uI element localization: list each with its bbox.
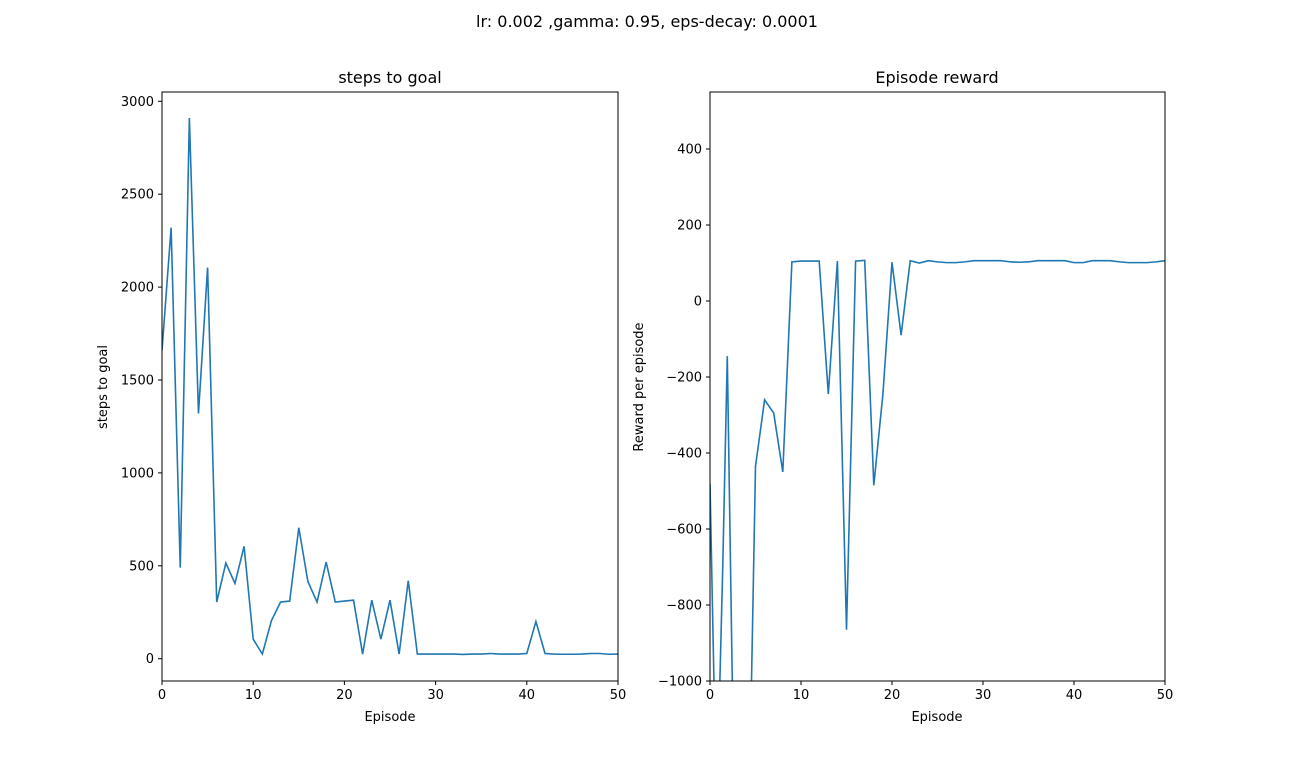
series-line-steps bbox=[162, 117, 618, 657]
x-tick-label: 50 bbox=[1157, 688, 1174, 703]
y-tick-label: −1000 bbox=[658, 675, 702, 690]
x-tick-label: 20 bbox=[884, 688, 901, 703]
y-tick-label: −600 bbox=[666, 523, 702, 538]
x-tick-label: 10 bbox=[793, 688, 810, 703]
plot-frame-reward bbox=[709, 91, 1166, 682]
y-tick-label: −200 bbox=[666, 371, 702, 386]
x-tick-label: 30 bbox=[975, 688, 992, 703]
episode-reward-panel: Episode reward 0 10 20 30 40 50 −1000 −800 −600 −… bbox=[632, 68, 1173, 725]
y-tick-label: 500 bbox=[129, 559, 154, 574]
series-line-reward bbox=[710, 259, 1165, 681]
figure-suptitle: lr: 0.002 ,gamma: 0.95, eps-decay: 0.000… bbox=[476, 12, 818, 31]
x-tick-label: 10 bbox=[245, 688, 262, 703]
y-tick-label: 0 bbox=[146, 652, 154, 667]
x-tick-label: 0 bbox=[158, 688, 166, 703]
y-tick-label: 2000 bbox=[121, 281, 154, 296]
axis-ticks-reward: 0 10 20 30 40 50 −1000 −800 −600 −400 −200 0 200 400 bbox=[658, 143, 1173, 704]
y-tick-label: 3000 bbox=[121, 95, 154, 110]
x-tick-label: 50 bbox=[610, 688, 627, 703]
x-tick-label: 30 bbox=[427, 688, 444, 703]
y-tick-label: −400 bbox=[666, 447, 702, 462]
y-axis-label-steps: steps to goal bbox=[96, 345, 111, 429]
x-tick-label: 40 bbox=[519, 688, 536, 703]
steps-to-goal-panel: steps to goal 0 10 20 30 40 50050010001500200… bbox=[96, 68, 626, 725]
x-axis-label-reward: Episode bbox=[911, 710, 962, 725]
x-tick-label: 20 bbox=[336, 688, 353, 703]
plot-frame-steps bbox=[161, 91, 619, 682]
y-tick-label: 1500 bbox=[121, 373, 154, 388]
x-tick-label: 40 bbox=[1066, 688, 1083, 703]
y-tick-label: 0 bbox=[694, 295, 702, 310]
x-axis-label-steps: Episode bbox=[364, 710, 415, 725]
y-tick-label: 2500 bbox=[121, 188, 154, 203]
panel-title-reward: Episode reward bbox=[875, 68, 998, 87]
y-axis-label-reward: Reward per episode bbox=[632, 322, 647, 451]
x-tick-label: 0 bbox=[706, 688, 714, 703]
y-tick-label: 1000 bbox=[121, 466, 154, 481]
y-tick-label: −800 bbox=[666, 599, 702, 614]
y-tick-label: 200 bbox=[677, 219, 702, 234]
y-tick-label: 400 bbox=[677, 143, 702, 158]
panel-title-steps: steps to goal bbox=[338, 68, 441, 87]
